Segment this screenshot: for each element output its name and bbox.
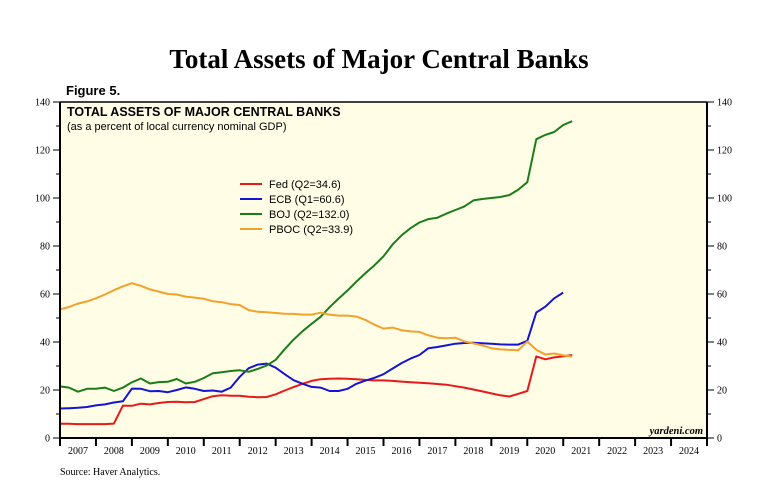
x-tick-label: 2020 (535, 446, 555, 457)
legend-label: ECB (Q1=60.6) (269, 194, 345, 206)
y-tick-label-left: 60 (40, 290, 50, 301)
y-axis-right: 0 20 40 60 80 100 120 140 (707, 98, 732, 445)
x-tick-label: 2022 (607, 446, 627, 457)
y-tick-label-left: 80 (40, 242, 50, 253)
x-tick-label: 2010 (176, 446, 196, 457)
y-tick-label-right: 100 (717, 194, 732, 205)
watermark: yardeni.com (648, 426, 703, 437)
x-axis: 2007 2008 2009 2010 2011 2012 2013 2014 2015 2016… (59, 438, 708, 457)
legend: Fed (Q2=34.6) ECB (Q1=60.6) BOJ (Q2=132.0)… (240, 179, 353, 236)
y-tick-label-left: 0 (45, 434, 50, 445)
legend-label: Fed (Q2=34.6) (269, 179, 341, 191)
plot-background (60, 102, 707, 438)
y-tick-label-left: 40 (40, 338, 50, 349)
y-tick-label-right: 120 (717, 146, 732, 157)
series-line-fed (60, 354, 573, 426)
y-tick-label-left: 140 (35, 98, 50, 109)
chart-title: TOTAL ASSETS OF MAJOR CENTRAL BANKS (67, 105, 341, 119)
y-tick-label-right: 140 (717, 98, 732, 109)
x-tick-label: 2014 (320, 446, 340, 457)
y-tick-label-left: 20 (40, 386, 50, 397)
x-tick-label: 2015 (356, 446, 376, 457)
x-tick-label: 2013 (284, 446, 304, 457)
series-line-boj (59, 120, 573, 393)
y-tick-label-right: 20 (717, 386, 727, 397)
x-tick-label: 2007 (68, 446, 88, 457)
main-title: Total Assets of Major Central Banks (169, 44, 589, 74)
x-tick-label: 2009 (140, 446, 160, 457)
y-tick-label-left: 100 (35, 194, 50, 205)
x-tick-label: 2018 (463, 446, 483, 457)
x-tick-label: 2008 (104, 446, 124, 457)
y-tick-label-right: 0 (717, 434, 722, 445)
y-axis-left: 0 20 40 60 80 100 120 140 (35, 98, 60, 445)
series-layer (59, 120, 573, 426)
chart-subtitle: (as a percent of local currency nominal … (67, 121, 286, 133)
y-tick-label-right: 40 (717, 338, 727, 349)
x-tick-label: 2024 (679, 446, 699, 457)
y-tick-label-right: 80 (717, 242, 727, 253)
x-tick-label: 2021 (571, 446, 591, 457)
x-tick-label: 2012 (248, 446, 268, 457)
x-tick-label: 2023 (643, 446, 663, 457)
x-tick-label: 2011 (212, 446, 232, 457)
source-note: Source: Haver Analytics. (60, 467, 161, 478)
x-tick-label: 2016 (391, 446, 411, 457)
figure-label: Figure 5. (66, 83, 121, 98)
legend-label: BOJ (Q2=132.0) (269, 209, 349, 221)
x-tick-label: 2019 (499, 446, 519, 457)
y-tick-label-left: 120 (35, 146, 50, 157)
legend-label: PBOC (Q2=33.9) (269, 224, 353, 236)
series-line-pboc (59, 282, 573, 358)
series-line-ecb (59, 291, 564, 410)
x-tick-label: 2017 (427, 446, 447, 457)
y-tick-label-right: 60 (717, 290, 727, 301)
